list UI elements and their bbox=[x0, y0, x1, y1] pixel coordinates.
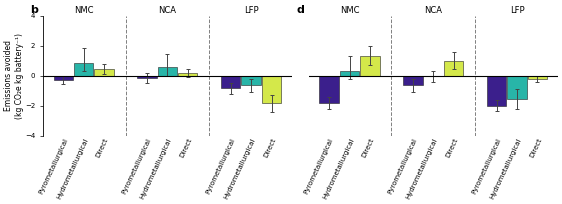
Text: NCA: NCA bbox=[424, 6, 442, 15]
Text: LFP: LFP bbox=[510, 6, 524, 15]
Bar bbox=[221, 76, 241, 88]
Bar bbox=[178, 73, 197, 76]
Bar bbox=[404, 76, 423, 85]
Text: d: d bbox=[296, 4, 304, 14]
Bar bbox=[340, 71, 359, 76]
Bar bbox=[487, 76, 506, 106]
Bar bbox=[507, 76, 527, 99]
Bar bbox=[528, 76, 547, 79]
Bar bbox=[319, 76, 339, 103]
Bar bbox=[262, 76, 281, 103]
Text: NMC: NMC bbox=[340, 6, 359, 15]
Text: LFP: LFP bbox=[244, 6, 259, 15]
Text: b: b bbox=[30, 4, 38, 14]
Text: NCA: NCA bbox=[158, 6, 176, 15]
Text: NMC: NMC bbox=[74, 6, 93, 15]
Bar bbox=[360, 56, 379, 76]
Bar bbox=[74, 63, 93, 76]
Bar bbox=[53, 76, 73, 80]
Y-axis label: Emissions avoided
(kg CO₂e kg battery⁻¹): Emissions avoided (kg CO₂e kg battery⁻¹) bbox=[4, 33, 24, 119]
Bar bbox=[94, 69, 114, 76]
Bar bbox=[242, 76, 261, 85]
Bar bbox=[444, 61, 463, 76]
Bar bbox=[137, 76, 157, 78]
Bar bbox=[158, 68, 177, 76]
